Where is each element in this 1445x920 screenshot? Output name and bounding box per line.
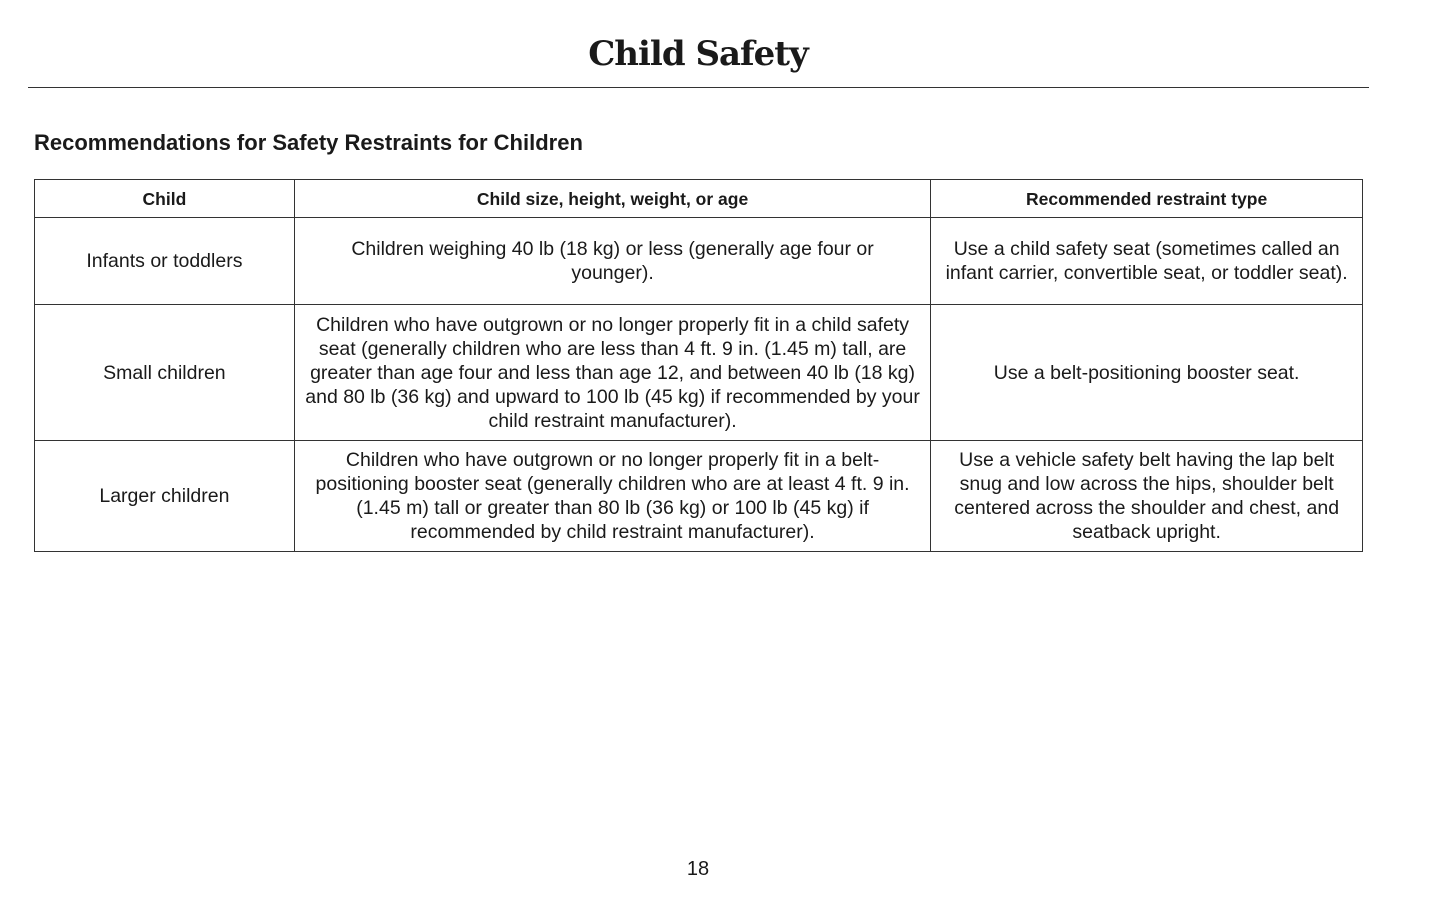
title-divider — [28, 87, 1369, 88]
restraints-table: Child Child size, height, weight, or age… — [34, 179, 1363, 552]
header-child: Child — [34, 179, 295, 218]
cell-restraint: Use a vehicle safety belt having the lap… — [930, 440, 1363, 552]
cell-restraint: Use a child safety seat (sometimes calle… — [930, 217, 1363, 305]
page-number: 18 — [686, 858, 710, 880]
page-title: Child Safety — [588, 34, 809, 74]
section-heading: Recommendations for Safety Restraints fo… — [34, 130, 583, 155]
cell-restraint: Use a belt-positioning booster seat. — [930, 304, 1363, 441]
cell-size: Children who have outgrown or no longer … — [293, 440, 932, 552]
table-header-row: Child Child size, height, weight, or age… — [34, 179, 1363, 218]
header-restraint: Recommended restraint type — [930, 179, 1363, 218]
table-row: Infants or toddlers Children weighing 40… — [34, 217, 1363, 305]
cell-size: Children weighing 40 lb (18 kg) or less … — [293, 217, 932, 305]
cell-child: Small children — [34, 304, 295, 441]
cell-child: Larger children — [34, 440, 295, 552]
table-row: Larger children Children who have outgro… — [34, 440, 1363, 552]
cell-child: Infants or toddlers — [34, 217, 295, 305]
cell-size: Children who have outgrown or no longer … — [293, 304, 932, 441]
header-size: Child size, height, weight, or age — [293, 179, 932, 218]
table-row: Small children Children who have outgrow… — [34, 304, 1363, 441]
